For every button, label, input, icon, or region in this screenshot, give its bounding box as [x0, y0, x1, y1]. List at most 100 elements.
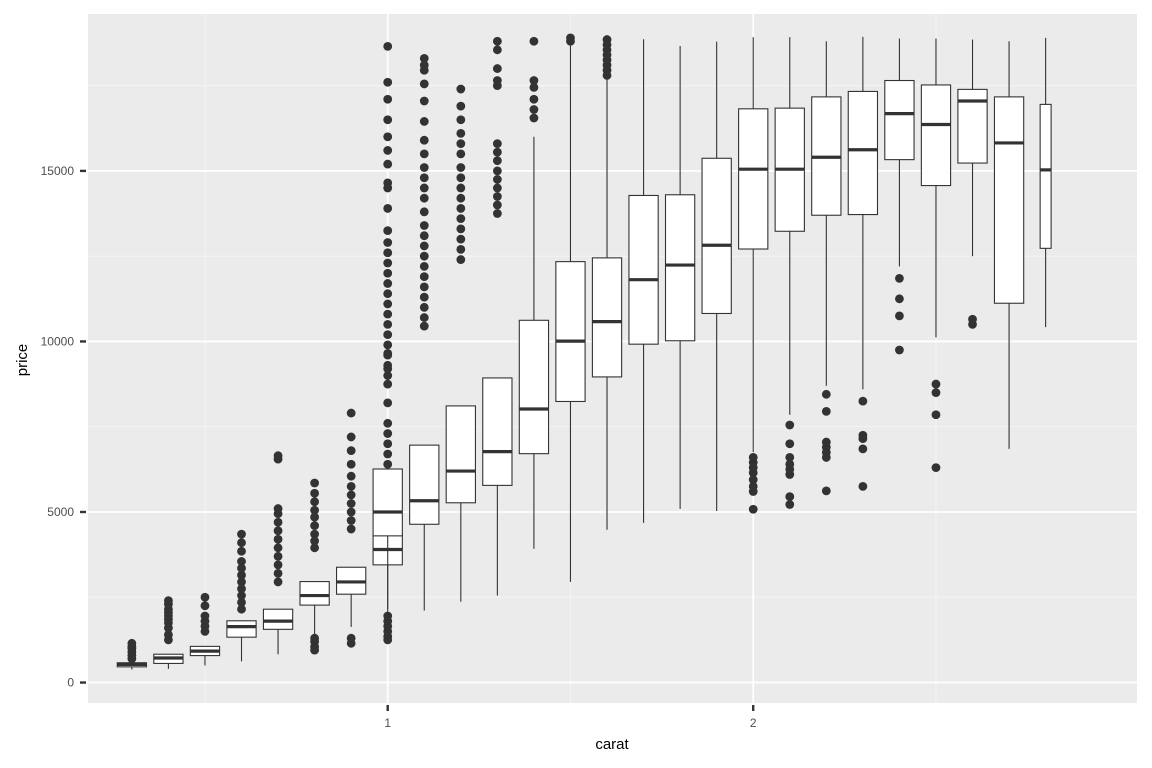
outlier-point [383, 248, 393, 258]
outlier-point [821, 406, 831, 416]
outlier-point [529, 82, 539, 92]
box-iqr [1039, 103, 1052, 249]
outlier-point [273, 451, 283, 461]
box-iqr [628, 194, 659, 345]
outlier-point [273, 551, 283, 561]
outlier-point [237, 557, 246, 566]
outlier-point [931, 463, 941, 473]
outlier-point [419, 292, 429, 302]
outlier-point [310, 497, 320, 507]
outlier-point [785, 420, 795, 430]
box-iqr [299, 581, 330, 606]
outlier-point [383, 146, 393, 155]
outlier-point [456, 84, 466, 94]
outlier-point [492, 166, 502, 176]
outlier-point [383, 115, 393, 125]
outlier-point [383, 238, 393, 247]
outlier-point [492, 183, 502, 193]
outlier-point [383, 279, 393, 288]
outlier-point [748, 453, 758, 462]
outlier-point [456, 139, 466, 149]
outlier-point [419, 53, 429, 63]
outlier-point [383, 299, 393, 309]
outlier-point [785, 459, 795, 469]
box-iqr [738, 108, 769, 250]
outlier-point [456, 149, 466, 159]
box-iqr [591, 257, 623, 378]
outlier-point [383, 429, 393, 438]
outlier-point [456, 193, 466, 203]
outlier-point [456, 224, 466, 234]
box-10 [445, 84, 476, 602]
outlier-point [200, 611, 210, 621]
box-2 [189, 592, 221, 666]
box-20 [811, 41, 842, 496]
outlier-point [273, 543, 283, 553]
outlier-point [419, 193, 429, 203]
outlier-point [200, 601, 210, 611]
outlier-point [785, 500, 795, 509]
y-tick-label: 10000 [41, 334, 75, 348]
box-series [116, 33, 1052, 670]
outlier-point [419, 163, 429, 172]
outlier-point [383, 268, 393, 278]
outlier-point [310, 478, 320, 488]
outlier-point [237, 577, 246, 587]
box-5 [299, 478, 330, 655]
outlier-point [237, 604, 246, 614]
outlier-point [748, 504, 758, 514]
box-iqr [847, 90, 879, 216]
box-26 [1039, 37, 1052, 328]
outlier-point [237, 591, 246, 600]
box-iqr [372, 468, 403, 537]
box-0 [116, 638, 148, 670]
outlier-point [237, 546, 246, 556]
box-iqr [664, 194, 696, 342]
outlier-point [492, 209, 502, 218]
outlier-point [492, 156, 502, 166]
outlier-point [492, 64, 502, 73]
outlier-point [346, 499, 356, 508]
box-11 [482, 36, 513, 596]
outlier-point [383, 330, 393, 340]
outlier-point [237, 529, 246, 539]
outlier-point [383, 459, 393, 469]
box-iqr [518, 319, 550, 455]
y-tick-label: 5000 [47, 505, 74, 519]
outlier-point [383, 289, 393, 299]
box-8 [372, 42, 403, 645]
outlier-point [346, 471, 356, 481]
box-iqr [445, 405, 476, 504]
box-iqr [920, 84, 952, 187]
box-19 [774, 37, 805, 509]
outlier-point [602, 35, 612, 44]
outlier-point [346, 507, 356, 517]
outlier-point [492, 36, 502, 46]
outlier-point [383, 371, 393, 380]
outlier-point [419, 79, 429, 89]
box-iqr [409, 444, 440, 525]
outlier-point [858, 396, 868, 406]
outlier-point [273, 504, 283, 513]
outlier-point [895, 345, 904, 355]
outlier-point [383, 309, 393, 319]
outlier-point [346, 490, 356, 500]
outlier-point [492, 147, 502, 157]
outlier-point [310, 543, 320, 553]
outlier-point [419, 183, 429, 193]
outlier-point [456, 163, 466, 172]
box-22 [884, 38, 915, 355]
outlier-point [419, 149, 429, 159]
outlier-point [127, 638, 137, 648]
box-9 [409, 53, 440, 611]
outlier-point [529, 113, 539, 123]
outlier-point [821, 389, 831, 399]
outlier-point [383, 258, 393, 268]
outlier-point [273, 517, 283, 527]
outlier-point [383, 226, 393, 235]
outlier-point [419, 302, 429, 312]
outlier-point [419, 173, 429, 183]
outlier-point [310, 633, 320, 643]
outlier-point [237, 563, 246, 573]
